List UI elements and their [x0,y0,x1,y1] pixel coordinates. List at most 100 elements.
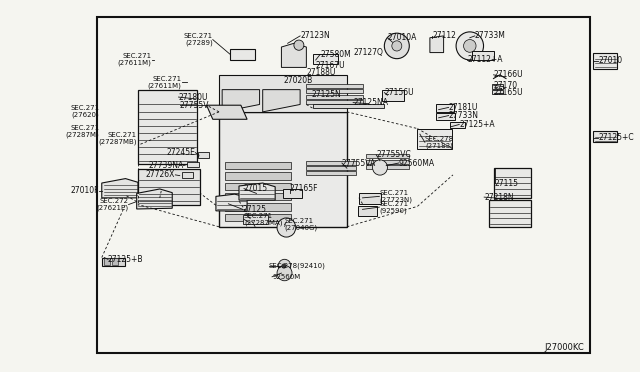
Polygon shape [216,194,247,211]
Circle shape [392,41,402,51]
Text: 27125+B: 27125+B [108,255,143,264]
Bar [102,257,125,266]
Text: 27123N: 27123N [300,31,330,41]
Text: 27755VA: 27755VA [342,158,376,167]
Text: 27125NA: 27125NA [353,98,388,107]
Text: 27733N: 27733N [449,111,479,120]
Text: 27112: 27112 [433,31,456,41]
Polygon shape [430,36,444,52]
Bar [230,49,255,60]
Bar [488,200,531,227]
Bar [360,193,381,204]
Bar [307,89,362,93]
Bar [225,172,291,180]
Polygon shape [137,189,172,209]
Bar [383,90,404,101]
Bar [417,129,452,149]
Bar [307,161,356,164]
Bar [225,193,291,201]
Polygon shape [262,90,300,112]
Bar [112,258,118,265]
Text: 27127Q: 27127Q [353,48,383,57]
Text: 27166U: 27166U [493,70,523,79]
Text: SEC.271
(27620): SEC.271 (27620) [70,105,99,118]
Bar [307,95,362,99]
Text: 27156U: 27156U [385,88,414,97]
Text: 27010A: 27010A [387,33,417,42]
Bar [307,166,356,170]
Text: 27188U: 27188U [307,68,336,77]
Text: 92560MA: 92560MA [399,158,435,167]
Text: 27218N: 27218N [484,193,514,202]
Circle shape [277,266,292,281]
Bar [312,104,385,108]
Polygon shape [102,179,138,198]
Text: SEC.278(92410): SEC.278(92410) [269,262,326,269]
Bar [138,90,197,164]
Bar [138,169,200,205]
Bar [225,183,291,190]
Polygon shape [222,90,260,112]
Circle shape [278,259,291,272]
Circle shape [456,32,484,60]
Text: 27755VC: 27755VC [376,150,411,159]
Bar [493,168,531,198]
Text: SEC.278
(27183): SEC.278 (27183) [425,136,454,149]
Polygon shape [239,183,275,200]
Bar [312,54,337,64]
Text: 27125+A: 27125+A [460,120,495,129]
Text: 27170: 27170 [493,81,518,90]
Circle shape [372,160,387,175]
Text: SEC.272
(27621E): SEC.272 (27621E) [97,198,129,211]
Text: SEC.271
(27611M): SEC.271 (27611M) [118,54,152,67]
Text: SEC.271
(27287MA): SEC.271 (27287MA) [244,213,282,226]
Text: 27015: 27015 [244,184,268,193]
Bar [225,162,291,169]
Text: 27125N: 27125N [311,90,341,99]
Bar [97,17,590,353]
Bar [104,258,110,265]
Text: SEC.271
(27723N): SEC.271 (27723N) [380,190,412,203]
Circle shape [282,263,287,269]
Bar [307,100,362,105]
Bar [593,52,617,69]
Text: SEC.271
(27611M): SEC.271 (27611M) [148,76,182,89]
Text: 27125: 27125 [243,205,267,214]
Text: 27167U: 27167U [316,61,346,70]
Bar [284,189,302,198]
Bar [593,131,617,142]
Bar [450,122,465,128]
Bar [225,203,291,211]
Bar [365,154,410,158]
Bar [365,165,410,169]
Bar [492,84,504,89]
Bar [492,90,504,94]
Bar [436,113,455,120]
Bar [225,214,291,221]
Bar [219,112,347,227]
Text: 27165F: 27165F [289,184,318,193]
Bar [472,51,493,60]
Text: SEC.271
(92590): SEC.271 (92590) [380,201,408,214]
Text: SEC.271
(27289): SEC.271 (27289) [184,33,212,46]
Text: 27181U: 27181U [449,103,478,112]
Text: 27165U: 27165U [493,88,523,97]
Text: 27245E: 27245E [166,148,195,157]
Bar [198,151,209,158]
Bar [182,172,193,178]
Text: J27000KC: J27000KC [545,343,584,352]
Text: 27010: 27010 [598,56,623,65]
Text: SEC.271
(27040G): SEC.271 (27040G) [285,218,317,231]
Circle shape [463,39,476,52]
Bar [365,160,410,164]
Bar [307,84,362,88]
Text: 27755V: 27755V [180,101,209,110]
Bar [243,215,268,224]
Bar [219,75,347,112]
Bar [307,171,356,175]
Circle shape [385,33,410,59]
Text: SEC.271
(27287MB): SEC.271 (27287MB) [98,132,137,145]
Text: 27580M: 27580M [320,50,351,59]
Text: 27115: 27115 [495,179,519,187]
Text: 27020B: 27020B [284,76,312,85]
